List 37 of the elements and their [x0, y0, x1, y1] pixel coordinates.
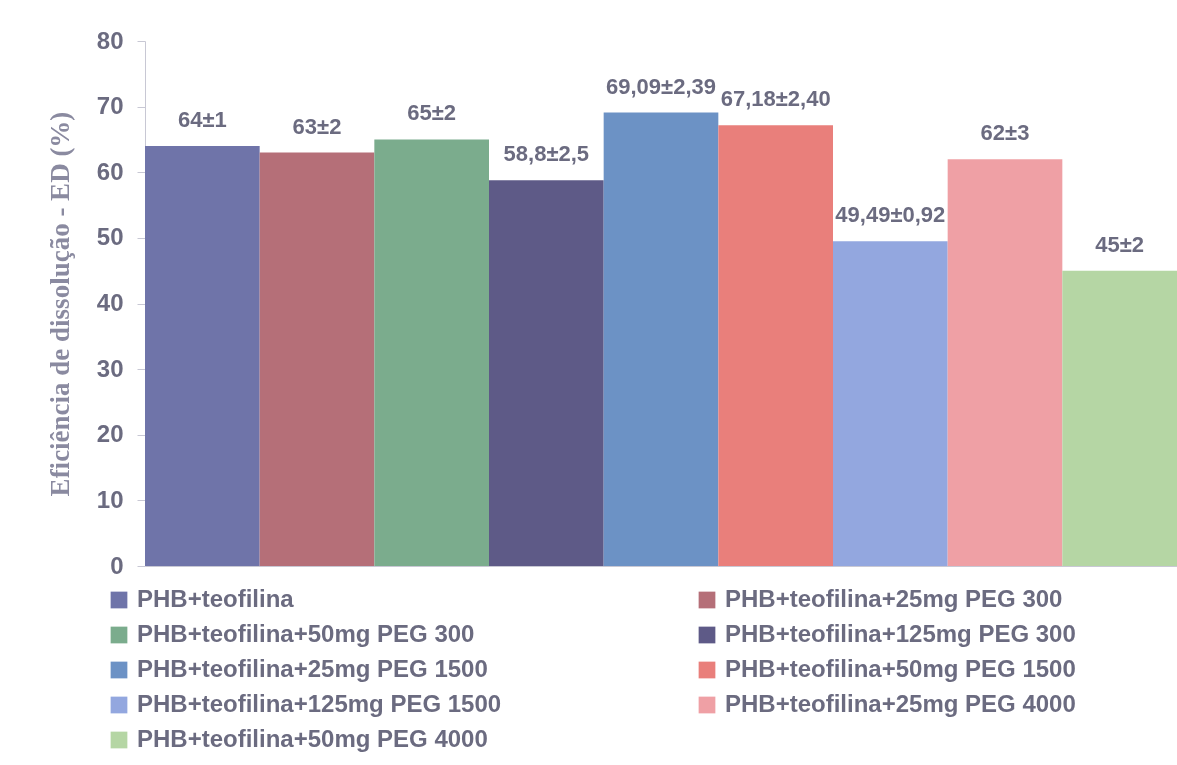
legend-label: PHB+teofilina+50mg PEG 1500	[725, 655, 1076, 682]
data-label: 64±1	[177, 107, 227, 132]
bar	[947, 159, 1063, 566]
y-tick-label: 10	[96, 485, 124, 513]
legend-label: PHB+teofilina	[137, 585, 295, 612]
y-tick-label: 60	[96, 157, 124, 185]
bar	[259, 152, 375, 566]
bar	[603, 112, 719, 566]
bar	[833, 241, 948, 566]
legend-label: PHB+teofilina+50mg PEG 4000	[137, 725, 488, 752]
data-label: 69,09±2,39	[606, 73, 716, 99]
data-label: 67,18±2,40	[720, 86, 831, 112]
data-label: 45±2	[1095, 231, 1145, 257]
bar	[1062, 270, 1177, 566]
legend-label: PHB+teofilina+25mg PEG 1500	[137, 655, 488, 682]
legend-label: PHB+teofilina+125mg PEG 300	[725, 620, 1076, 647]
data-label: 62±3	[980, 120, 1030, 146]
data-label: 63±2	[292, 113, 342, 139]
y-tick-label: 80	[96, 26, 124, 54]
legend-label: PHB+teofilina+25mg PEG 300	[725, 585, 1063, 612]
legend-label: PHB+teofilina+25mg PEG 4000	[725, 690, 1076, 717]
y-tick-label: 0	[110, 551, 124, 579]
data-label: 65±2	[407, 100, 457, 126]
bar	[718, 125, 833, 566]
bar	[374, 139, 489, 566]
legend-label: PHB+teofilina+50mg PEG 300	[137, 620, 475, 647]
data-label: 49,49±0,92	[835, 202, 946, 228]
data-label: 58,8±2,5	[503, 141, 590, 167]
y-tick-label: 20	[96, 420, 124, 448]
y-tick-label: 70	[96, 92, 124, 120]
y-tick-label: 40	[96, 289, 124, 316]
y-tick-label: 30	[96, 354, 124, 382]
y-tick-label: 50	[96, 223, 124, 251]
y-axis-title: Eficiência de dissolução - ED (%)	[44, 111, 75, 497]
bar	[489, 180, 604, 566]
legend-label: PHB+teofilina+125mg PEG 1500	[137, 690, 502, 717]
bar	[145, 146, 260, 566]
